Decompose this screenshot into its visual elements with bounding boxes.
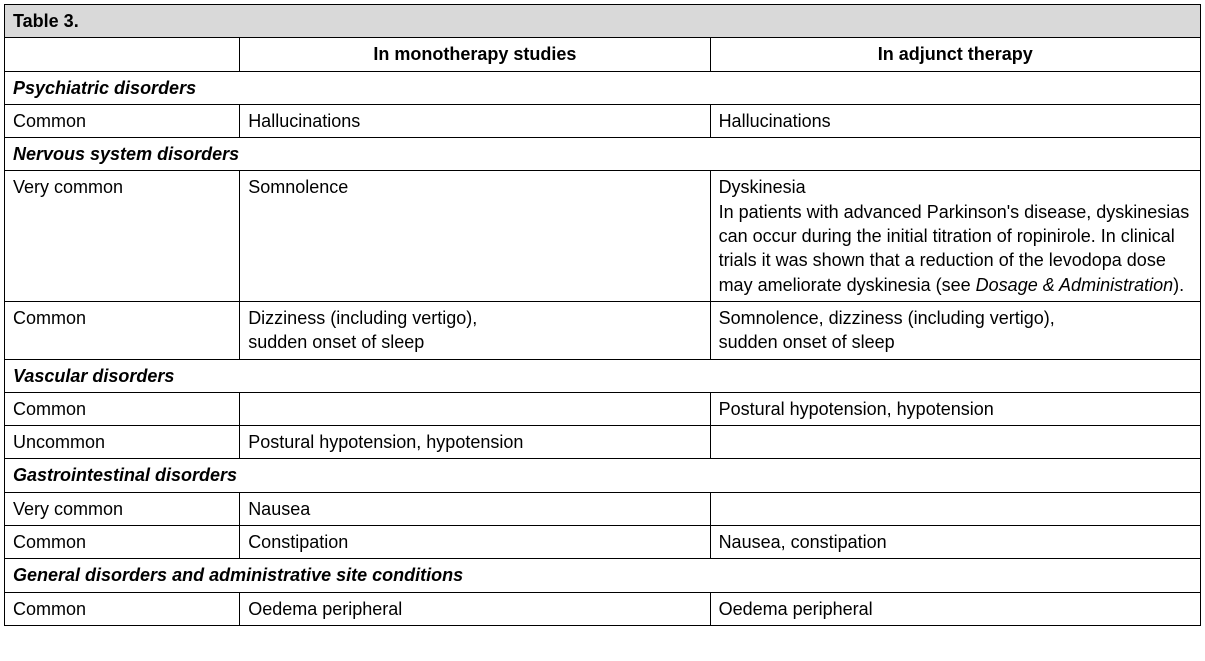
adj-cell: Dyskinesia In patients with advanced Par…: [710, 171, 1200, 301]
frequency-cell: Common: [5, 104, 240, 137]
frequency-cell: Common: [5, 526, 240, 559]
mono-cell: Nausea: [240, 492, 710, 525]
section-header: General disorders and administrative sit…: [5, 559, 1201, 592]
adj-cell-line: sudden onset of sleep: [719, 330, 1192, 354]
adj-cell-line: Dyskinesia: [719, 175, 1192, 199]
mono-cell-line: Dizziness (including vertigo),: [248, 306, 701, 330]
adj-cell: Somnolence, dizziness (including vertigo…: [710, 301, 1200, 359]
section-header: Nervous system disorders: [5, 138, 1201, 171]
frequency-cell: Very common: [5, 171, 240, 301]
mono-cell: Constipation: [240, 526, 710, 559]
section-header: Gastrointestinal disorders: [5, 459, 1201, 492]
adj-cell: Hallucinations: [710, 104, 1200, 137]
mono-cell: Postural hypotension, hypotension: [240, 426, 710, 459]
frequency-cell: Very common: [5, 492, 240, 525]
adj-cell-line: Somnolence, dizziness (including vertigo…: [719, 306, 1192, 330]
section-header: Vascular disorders: [5, 359, 1201, 392]
col-header-frequency: [5, 38, 240, 71]
mono-cell: Somnolence: [240, 171, 710, 301]
frequency-cell: Uncommon: [5, 426, 240, 459]
frequency-cell: Common: [5, 592, 240, 625]
frequency-cell: Common: [5, 392, 240, 425]
adj-cell: Nausea, constipation: [710, 526, 1200, 559]
adj-note-ref: Dosage & Administration: [976, 275, 1173, 295]
mono-cell-line: sudden onset of sleep: [248, 330, 701, 354]
adverse-events-table: Table 3. In monotherapy studies In adjun…: [4, 4, 1201, 626]
section-header: Psychiatric disorders: [5, 71, 1201, 104]
adj-cell-note: In patients with advanced Parkinson's di…: [719, 200, 1192, 297]
mono-cell: [240, 392, 710, 425]
adj-note-tail: ).: [1173, 275, 1184, 295]
col-header-adjunct: In adjunct therapy: [710, 38, 1200, 71]
adj-cell: Postural hypotension, hypotension: [710, 392, 1200, 425]
mono-cell: Hallucinations: [240, 104, 710, 137]
adj-cell: [710, 492, 1200, 525]
col-header-monotherapy: In monotherapy studies: [240, 38, 710, 71]
mono-cell: Oedema peripheral: [240, 592, 710, 625]
table-title: Table 3.: [5, 5, 1201, 38]
adj-cell: [710, 426, 1200, 459]
mono-cell: Dizziness (including vertigo), sudden on…: [240, 301, 710, 359]
frequency-cell: Common: [5, 301, 240, 359]
adj-cell: Oedema peripheral: [710, 592, 1200, 625]
